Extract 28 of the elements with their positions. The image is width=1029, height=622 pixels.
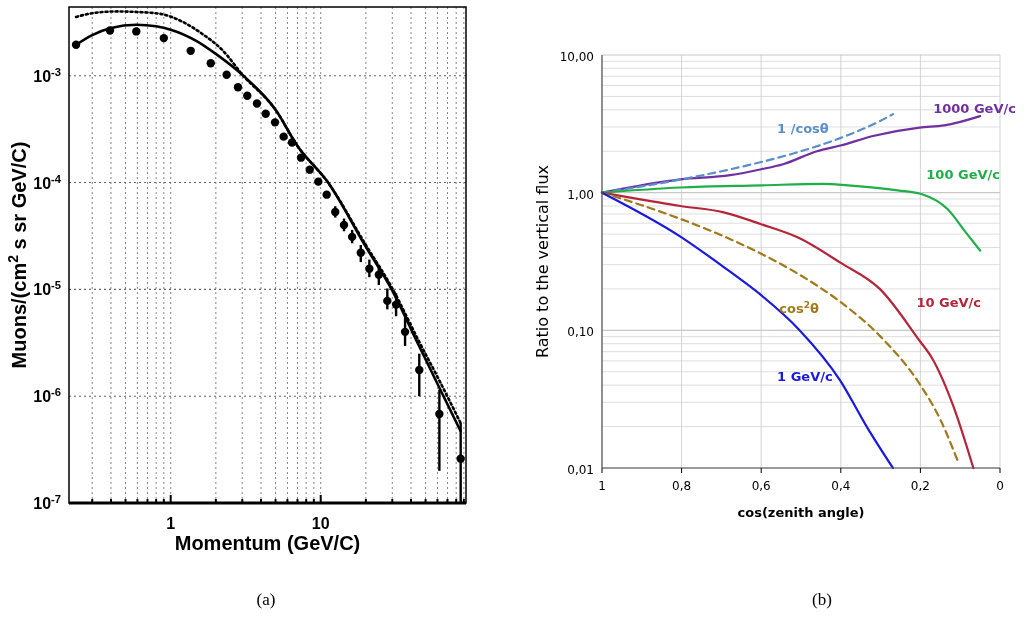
y-tick-label: 10$^{-5}$ — [33, 279, 61, 299]
series-label: 1 GeV/c — [777, 369, 833, 385]
series-label: cos$^{2}$θ — [779, 300, 819, 317]
y-tick-label: 1,00 — [567, 187, 594, 202]
series-label: 1 /cosθ — [777, 121, 829, 137]
x-tick-label: 0 — [996, 479, 1004, 493]
series-label: 100 GeV/c — [926, 166, 1000, 182]
x-tick-label: 1 — [598, 479, 606, 493]
x-tick-label: 0,4 — [831, 479, 851, 493]
series-label: 1000 GeV/c — [933, 100, 1016, 116]
series-label: 10 GeV/c — [916, 294, 982, 310]
y-tick-label: 10$^{-3}$ — [33, 65, 61, 85]
text: (a) — [256, 590, 276, 609]
x-axis-title: Momentum (GeV/C) — [174, 532, 361, 554]
x-axis-title: cos(zenith angle) — [737, 505, 865, 520]
x-tick-label: 0,8 — [672, 479, 692, 493]
y-tick-label: 10$^{-4}$ — [33, 172, 62, 192]
x-tick-label: 10 — [311, 515, 330, 532]
y-axis-title: Ratio to the vertical flux — [533, 164, 552, 359]
y-tick-label: 10$^{-7}$ — [33, 493, 61, 512]
x-tick-label: 0,2 — [910, 479, 930, 493]
y-tick-label: 0,10 — [567, 325, 594, 340]
y-tick-label: 10,00 — [559, 50, 594, 64]
x-tick-label: 0,6 — [751, 479, 771, 493]
y-tick-label: 0,01 — [567, 463, 594, 477]
y-tick-label: 10$^{-6}$ — [33, 386, 61, 406]
text: (b) — [812, 590, 832, 609]
x-tick-label: 1 — [166, 515, 176, 532]
